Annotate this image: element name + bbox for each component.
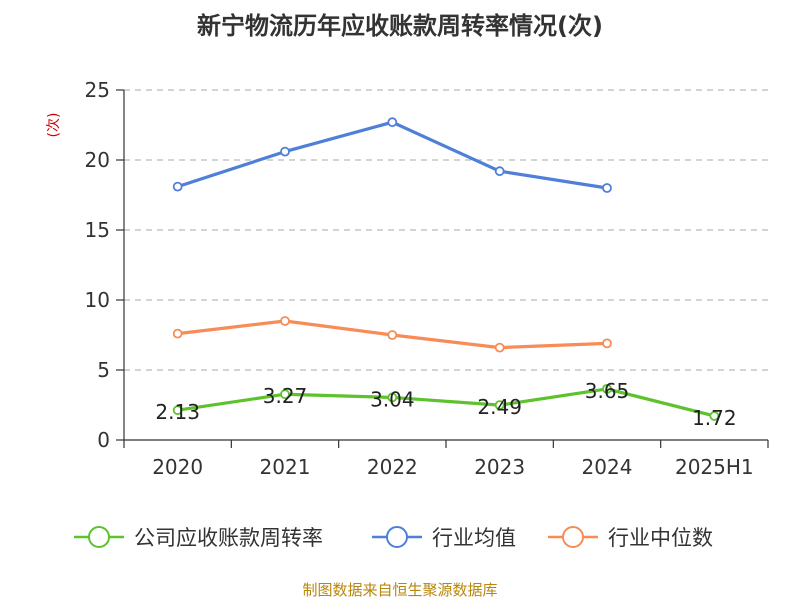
legend-label-2: 行业中位数 (608, 526, 713, 550)
point-1-1 (280, 146, 290, 157)
legend-label-0: 公司应收账款周转率 (134, 526, 323, 550)
legend-marker-0 (88, 526, 110, 548)
legend-item-0: 公司应收账款周转率 (74, 526, 323, 550)
point-0-5 (709, 411, 720, 421)
source-note: 制图数据来自恒生聚源数据库 (302, 581, 497, 599)
legend-marker-1 (386, 526, 408, 548)
y-axis-label: (次) (46, 113, 62, 138)
legend-label-1: 行业均值 (432, 526, 516, 550)
series-line-0 (177, 387, 715, 418)
point-0-1 (280, 389, 290, 400)
point-2-0 (172, 328, 183, 339)
tick-labels: 0 5 10 15 20 25 2020 2021 2022 2023 2024 2025H1 (85, 78, 754, 479)
data-label-0: 2.13 (155, 400, 200, 424)
point-1-4 (602, 183, 612, 193)
series-lines (172, 117, 720, 421)
data-labels: 2.13 3.27 3.04 2.49 3.65 1.72 (155, 379, 736, 430)
data-label-3: 2.49 (477, 395, 522, 419)
point-1-3 (494, 166, 505, 177)
data-label-2: 3.04 (370, 387, 415, 411)
legend-marker-2 (562, 526, 584, 548)
y-tick-label-20: 20 (85, 148, 110, 172)
point-0-3 (494, 400, 505, 411)
y-tick-label-0: 0 (97, 428, 110, 452)
point-0-4 (602, 383, 612, 394)
y-tick-label-10: 10 (85, 288, 110, 312)
y-tick-label-25: 25 (85, 78, 110, 102)
x-tick-label-2021: 2021 (260, 455, 311, 479)
legend: 公司应收账款周转率 行业均值 行业中位数 (74, 526, 713, 550)
x-tick-label-2025H1: 2025H1 (675, 455, 754, 479)
y-tick-label-5: 5 (97, 358, 110, 382)
point-0-0 (172, 405, 183, 416)
series-line-1 (177, 120, 608, 190)
gridlines (124, 89, 768, 371)
point-2-4 (602, 338, 612, 349)
series-1 (172, 117, 612, 193)
data-label-1: 3.27 (263, 384, 308, 408)
chart-title: 新宁物流历年应收账款周转率情况(次) (197, 12, 603, 40)
legend-item-2: 行业中位数 (548, 526, 713, 550)
x-tick-label-2023: 2023 (474, 455, 525, 479)
series-0 (172, 383, 720, 421)
axes (116, 89, 769, 448)
point-0-2 (387, 392, 398, 403)
x-tick-label-2024: 2024 (582, 455, 633, 479)
point-1-0 (172, 181, 183, 192)
series-2 (172, 316, 612, 353)
y-tick-label-15: 15 (85, 218, 110, 242)
point-2-3 (494, 342, 505, 353)
x-tick-label-2022: 2022 (367, 455, 418, 479)
point-1-2 (387, 117, 398, 128)
x-tick-label-2020: 2020 (152, 455, 203, 479)
point-2-1 (280, 316, 290, 326)
data-label-4: 3.65 (585, 379, 630, 403)
data-label-5: 1.72 (692, 406, 737, 430)
point-2-2 (387, 330, 398, 340)
legend-item-1: 行业均值 (372, 526, 516, 550)
